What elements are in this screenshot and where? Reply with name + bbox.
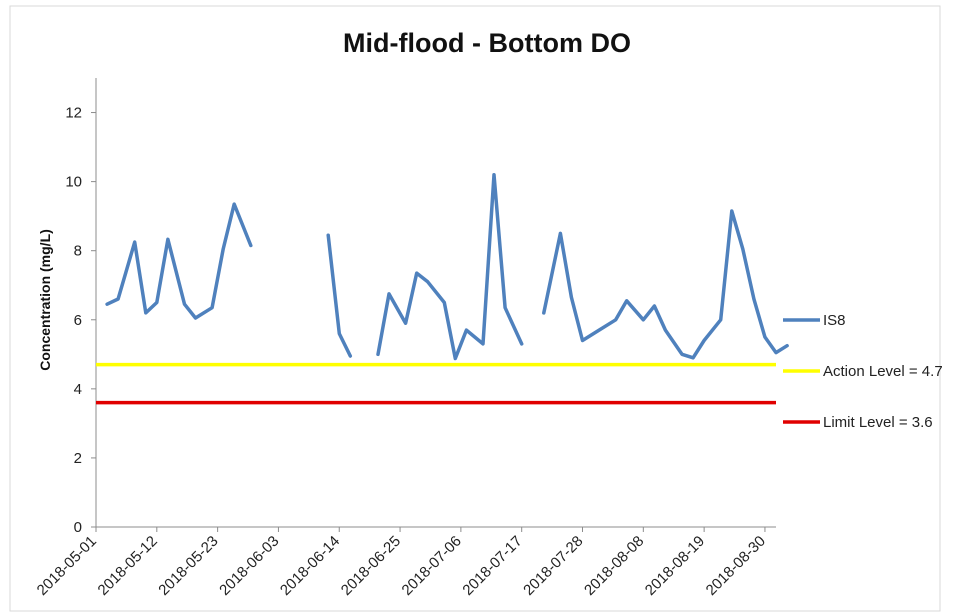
y-tick-label: 4 [74, 381, 82, 398]
y-tick-label: 6 [74, 312, 82, 329]
y-tick-label: 12 [65, 105, 82, 122]
series-line-segment [542, 209, 789, 360]
series-line-segment [376, 172, 524, 361]
reference-lines [96, 362, 776, 405]
y-tick-label: 10 [65, 174, 82, 191]
chart-border [9, 5, 941, 612]
legend-label: Action Level = 4.7 [823, 363, 943, 380]
series-lines [105, 172, 789, 361]
y-axis-title: Concentration (mg/L) [37, 229, 53, 371]
legend: IS8 Action Level = 4.7 Limit Level = 3.6 [783, 312, 943, 431]
chart-title: Mid-flood - Bottom DO [343, 28, 631, 58]
series-line-segment [326, 233, 353, 358]
series-line-segment [105, 202, 253, 320]
y-tick-label: 0 [74, 519, 82, 536]
y-tick-label: 2 [74, 450, 82, 467]
legend-label: IS8 [823, 312, 846, 329]
y-axis-ticks: 0 2 4 6 8 10 12 [65, 105, 96, 536]
y-tick-label: 8 [74, 243, 82, 260]
legend-label: Limit Level = 3.6 [823, 414, 933, 431]
plot-area [95, 78, 776, 528]
